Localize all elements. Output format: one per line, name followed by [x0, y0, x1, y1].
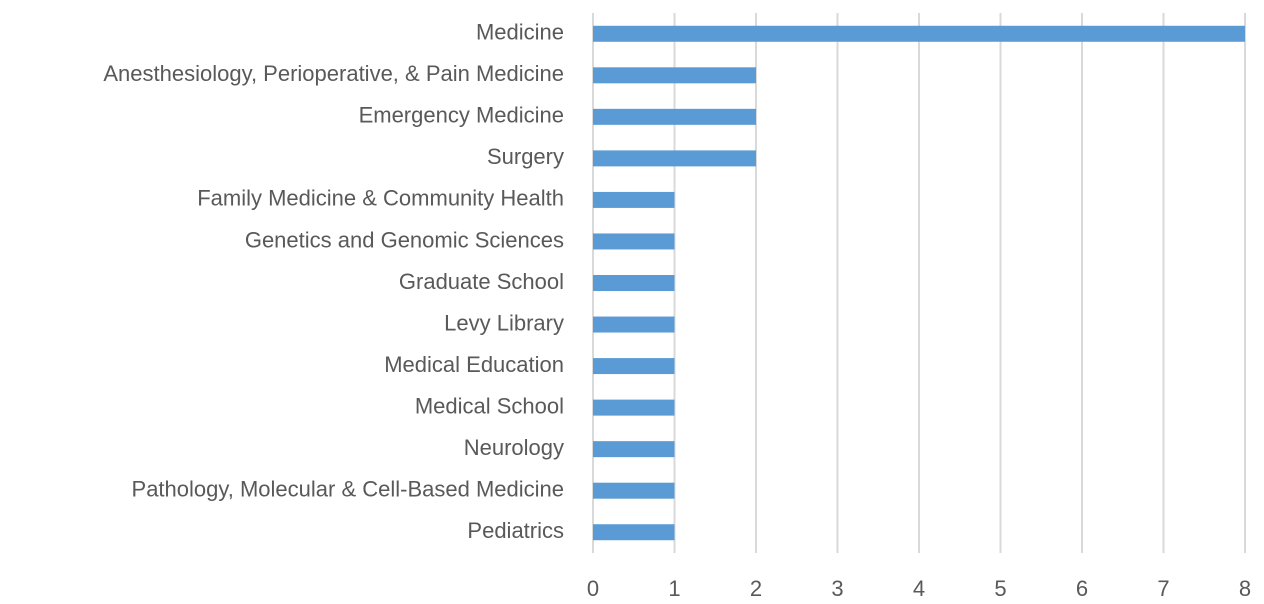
y-tick-label: Levy Library [444, 310, 564, 335]
bar [593, 275, 675, 291]
bar [593, 191, 675, 208]
x-tick-label: 1 [668, 576, 680, 601]
y-tick-label: Medical Education [384, 352, 564, 377]
y-tick-label: Medical School [415, 393, 564, 418]
x-tick-label: 8 [1239, 576, 1251, 601]
bar [593, 67, 756, 84]
bar [593, 441, 675, 458]
y-tick-label: Genetics and Genomic Sciences [245, 227, 564, 252]
y-tick-label: Medicine [476, 20, 564, 45]
y-tick-label: Emergency Medicine [359, 103, 564, 128]
y-tick-label: Anesthesiology, Perioperative, & Pain Me… [103, 61, 564, 86]
y-tick-label: Pediatrics [467, 518, 564, 543]
x-tick-label: 2 [750, 576, 762, 601]
bar [593, 108, 756, 125]
bar [593, 358, 675, 375]
bar [593, 524, 675, 541]
x-tick-label: 3 [831, 576, 843, 601]
x-tick-label: 0 [587, 576, 599, 601]
y-tick-label: Graduate School [399, 269, 564, 294]
x-tick-label: 6 [1076, 576, 1088, 601]
y-tick-label: Pathology, Molecular & Cell-Based Medici… [132, 477, 564, 502]
y-tick-label: Surgery [487, 144, 564, 169]
y-tick-label: Neurology [464, 435, 564, 460]
x-tick-label: 7 [1157, 576, 1169, 601]
bar [593, 399, 675, 416]
bar [593, 316, 675, 333]
bar [593, 482, 675, 499]
bar [593, 150, 756, 167]
y-tick-label: Family Medicine & Community Health [197, 186, 564, 211]
x-tick-label: 4 [913, 576, 925, 601]
bar [593, 25, 1245, 42]
x-tick-label: 5 [994, 576, 1006, 601]
bar [593, 233, 675, 250]
